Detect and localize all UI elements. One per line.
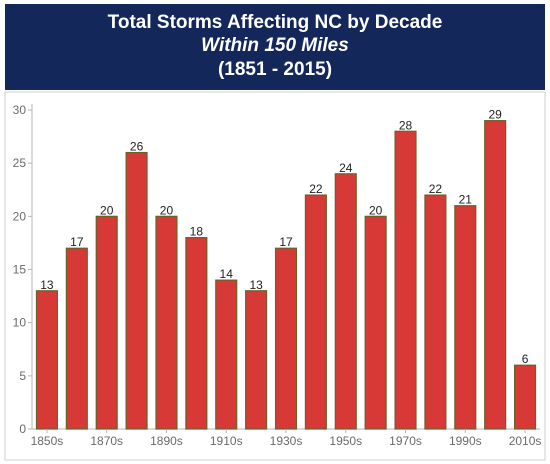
bar xyxy=(185,237,208,430)
bar xyxy=(424,194,447,430)
bar xyxy=(155,215,178,430)
y-tick-label: 30 xyxy=(13,103,27,117)
bar-value-label: 20 xyxy=(160,203,174,217)
bar-value-label: 18 xyxy=(190,225,204,239)
y-tick-label: 5 xyxy=(19,369,26,383)
y-tick-label: 25 xyxy=(13,156,27,170)
bar xyxy=(394,130,417,430)
bar-value-label: 13 xyxy=(249,278,263,292)
bar-value-label: 22 xyxy=(429,182,443,196)
bar xyxy=(454,205,477,430)
y-tick-label: 15 xyxy=(13,263,27,277)
bar-value-label: 13 xyxy=(40,278,54,292)
bar-chart: 0 5 10 15 20 25 30 13 17 20 26 20 18 14 13 17 22 24 20 28 22… xyxy=(4,91,546,461)
bar-value-label: 20 xyxy=(369,203,383,217)
chart-title: Total Storms Affecting NC by Decade xyxy=(107,12,443,33)
x-tick-label: 1910s xyxy=(210,434,243,448)
chart-date-range: (1851 - 2015) xyxy=(217,59,333,80)
bar-value-label: 21 xyxy=(459,193,473,207)
x-tick-label: 1970s xyxy=(389,434,422,448)
bar-value-label: 20 xyxy=(100,203,114,217)
bar xyxy=(65,247,88,430)
bar-value-label: 14 xyxy=(220,267,234,281)
chart-subtitle: Within 150 Miles xyxy=(201,35,349,56)
plot-area: 0 5 10 15 20 25 30 13 17 20 26 20 18 14 13 17 22 24 20 28 22… xyxy=(0,90,550,464)
bar xyxy=(274,247,298,430)
bar xyxy=(364,215,387,430)
bar xyxy=(125,151,148,430)
bar-value-label: 26 xyxy=(130,140,144,154)
bar-value-label: 22 xyxy=(309,182,323,196)
bar-value-label: 17 xyxy=(279,235,293,249)
x-tick-label: 1930s xyxy=(270,434,303,448)
bar xyxy=(484,120,507,430)
bar xyxy=(304,194,327,430)
bar xyxy=(513,364,537,430)
bar xyxy=(334,173,357,430)
x-tick-label: 1950s xyxy=(329,434,362,448)
x-tick-label: 1850s xyxy=(31,434,64,448)
bar-value-label: 28 xyxy=(399,118,413,132)
bar-value-label: 29 xyxy=(488,108,502,122)
bar xyxy=(35,290,58,430)
y-tick-label: 10 xyxy=(13,316,27,330)
bar-value-label: 24 xyxy=(339,161,353,175)
plot-frame xyxy=(4,91,546,461)
bar xyxy=(245,290,268,430)
bar xyxy=(215,279,238,430)
y-tick-label: 0 xyxy=(19,422,26,436)
x-tick-label: 2010s xyxy=(509,434,542,448)
x-tick-label: 1870s xyxy=(90,434,123,448)
bar xyxy=(95,215,118,430)
bar-value-label: 6 xyxy=(522,352,529,366)
x-tick-label: 1890s xyxy=(150,434,183,448)
x-tick-label: 1990s xyxy=(449,434,482,448)
y-tick-label: 20 xyxy=(13,209,27,223)
bar-value-label: 17 xyxy=(70,235,84,249)
chart-header: Total Storms Affecting NC by Decade With… xyxy=(5,4,545,90)
